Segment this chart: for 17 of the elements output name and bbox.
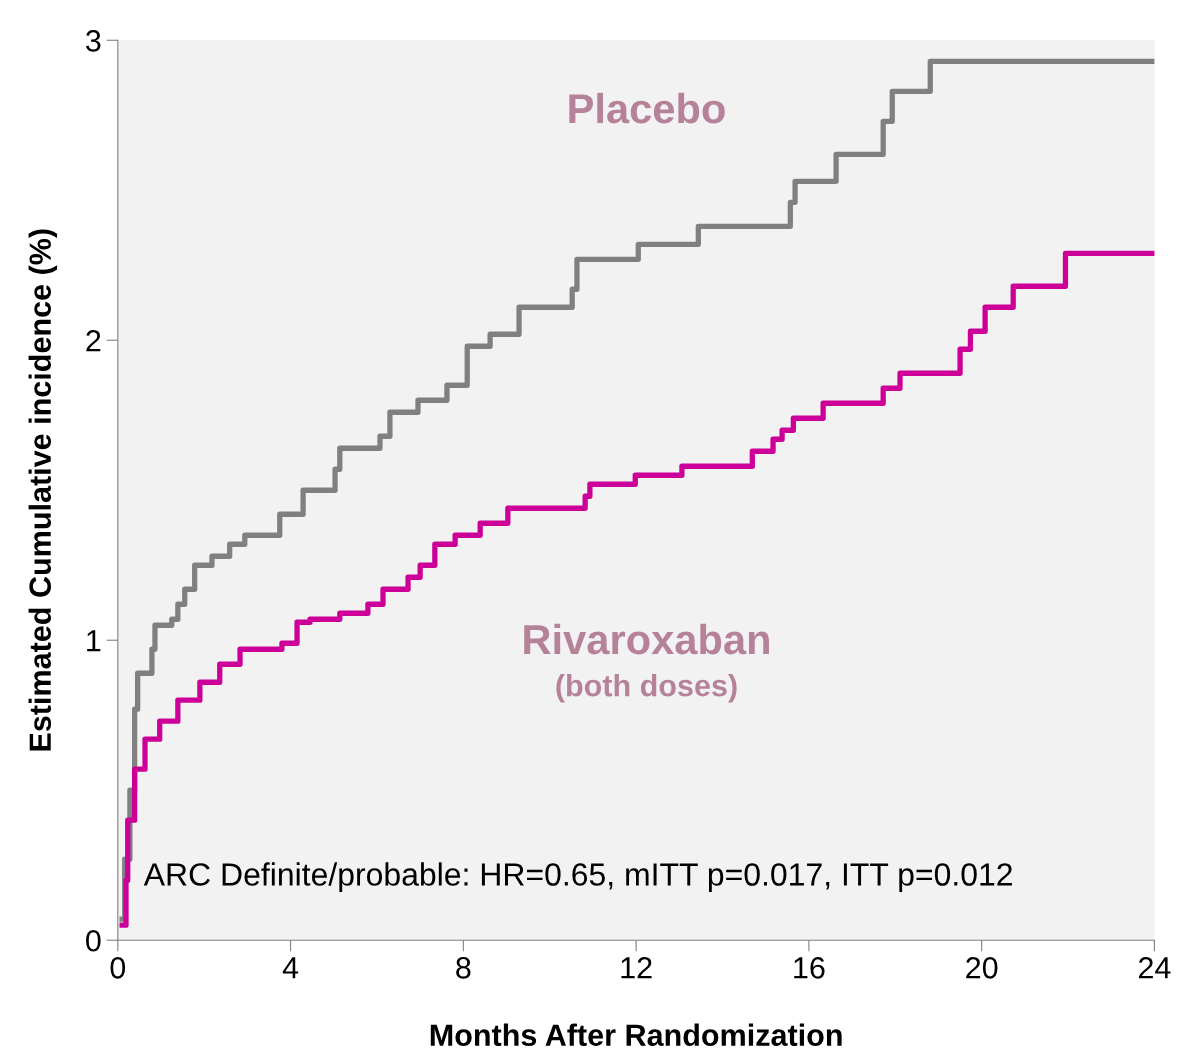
x-tick-label: 16 <box>794 957 825 979</box>
x-tick-label: 0 <box>110 957 126 979</box>
x-tick-label: 20 <box>966 957 998 979</box>
text: Rivaroxaban <box>524 623 769 655</box>
y-tick-label: 2 <box>86 330 101 352</box>
text: Placebo <box>569 92 725 124</box>
x-tick-label: 24 <box>1138 957 1171 979</box>
y-tick-label: 0 <box>86 929 101 952</box>
y-tick-label: 3 <box>86 30 101 52</box>
x-tick-label: 8 <box>456 957 471 979</box>
y-axis-title: Estimated Cumulative incidence (%) <box>28 229 58 751</box>
x-tick-label: 4 <box>282 957 299 979</box>
annotation: (both doses) <box>556 674 737 703</box>
annotation: ARC Definite/probable: HR=0.65, mITT p=0.017, ITT p=0.012 <box>143 862 1012 893</box>
y-tick-label: 1 <box>87 630 101 652</box>
x-tick-label: 12 <box>621 957 652 979</box>
x-axis-title: Months After Randomization <box>430 1023 842 1047</box>
